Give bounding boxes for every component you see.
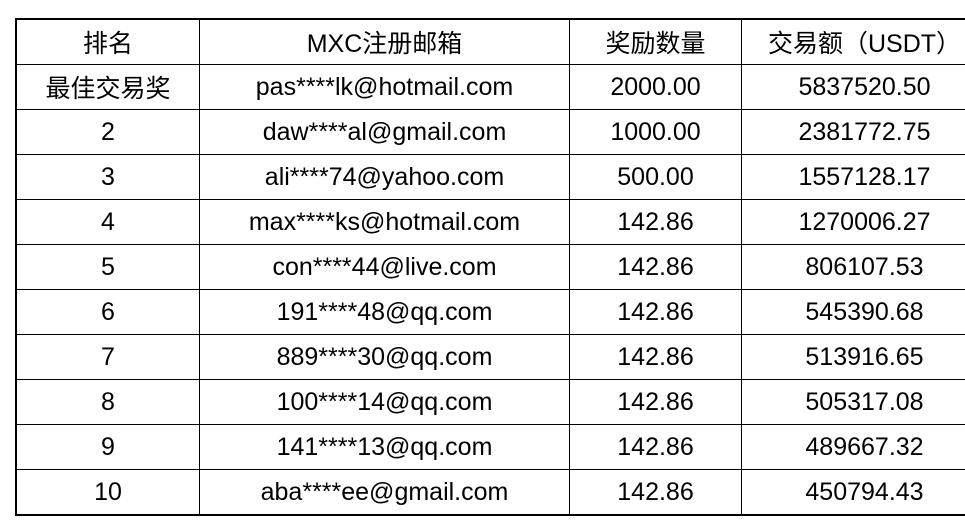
cell-reward: 142.86 xyxy=(569,334,742,380)
table-body: 最佳交易奖 pas****lk@hotmail.com 2000.00 5837520… xyxy=(15,64,965,516)
cell-rank: 6 xyxy=(15,289,200,335)
table-row: 最佳交易奖 pas****lk@hotmail.com 2000.00 5837520… xyxy=(15,64,965,110)
cell-email: max****ks@hotmail.com xyxy=(199,199,570,245)
column-header-reward: 奖励数量 xyxy=(569,18,742,65)
cell-volume: 489667.32 xyxy=(741,424,965,470)
table-row: 3 ali****74@yahoo.com 500.00 1557128.17 xyxy=(15,154,965,200)
cell-reward: 142.86 xyxy=(569,244,742,290)
cell-rank: 4 xyxy=(15,199,200,245)
cell-rank: 最佳交易奖 xyxy=(15,64,200,110)
cell-email: ali****74@yahoo.com xyxy=(199,154,570,200)
cell-reward: 142.86 xyxy=(569,379,742,425)
cell-rank: 10 xyxy=(15,469,200,516)
cell-rank: 3 xyxy=(15,154,200,200)
cell-rank: 5 xyxy=(15,244,200,290)
table-row: 4 max****ks@hotmail.com 142.86 1270006.27 xyxy=(15,199,965,245)
cell-volume: 545390.68 xyxy=(741,289,965,335)
table-row: 9 141****13@qq.com 142.86 489667.32 xyxy=(15,424,965,470)
cell-email: 191****48@qq.com xyxy=(199,289,570,335)
cell-email: 141****13@qq.com xyxy=(199,424,570,470)
column-header-rank: 排名 xyxy=(15,18,200,65)
cell-reward: 2000.00 xyxy=(569,64,742,110)
table-row: 8 100****14@qq.com 142.86 505317.08 xyxy=(15,379,965,425)
cell-rank: 9 xyxy=(15,424,200,470)
cell-volume: 2381772.75 xyxy=(741,109,965,155)
table-row: 2 daw****al@gmail.com 1000.00 2381772.75 xyxy=(15,109,965,155)
cell-reward: 142.86 xyxy=(569,469,742,516)
cell-reward: 142.86 xyxy=(569,199,742,245)
cell-email: pas****lk@hotmail.com xyxy=(199,64,570,110)
cell-rank: 7 xyxy=(15,334,200,380)
table-row: 6 191****48@qq.com 142.86 545390.68 xyxy=(15,289,965,335)
cell-email: 889****30@qq.com xyxy=(199,334,570,380)
cell-reward: 142.86 xyxy=(569,424,742,470)
cell-reward: 142.86 xyxy=(569,289,742,335)
winners-table-container: 排名 MXC注册邮箱 奖励数量 交易额（USDT） 最佳交易奖 pas****lk@ho… xyxy=(15,18,965,516)
cell-volume: 505317.08 xyxy=(741,379,965,425)
cell-volume: 806107.53 xyxy=(741,244,965,290)
cell-volume: 513916.65 xyxy=(741,334,965,380)
table-header: 排名 MXC注册邮箱 奖励数量 交易额（USDT） xyxy=(15,18,965,65)
table-row: 10 aba****ee@gmail.com 142.86 450794.43 xyxy=(15,469,965,516)
cell-email: 100****14@qq.com xyxy=(199,379,570,425)
table-row: 7 889****30@qq.com 142.86 513916.65 xyxy=(15,334,965,380)
winners-table: 排名 MXC注册邮箱 奖励数量 交易额（USDT） 最佳交易奖 pas****lk@ho… xyxy=(15,18,965,516)
cell-rank: 8 xyxy=(15,379,200,425)
column-header-volume: 交易额（USDT） xyxy=(741,18,965,65)
header-row: 排名 MXC注册邮箱 奖励数量 交易额（USDT） xyxy=(15,18,965,65)
cell-email: aba****ee@gmail.com xyxy=(199,469,570,516)
column-header-email: MXC注册邮箱 xyxy=(199,18,570,65)
cell-email: daw****al@gmail.com xyxy=(199,109,570,155)
cell-rank: 2 xyxy=(15,109,200,155)
table-row: 5 con****44@live.com 142.86 806107.53 xyxy=(15,244,965,290)
cell-volume: 1270006.27 xyxy=(741,199,965,245)
cell-volume: 1557128.17 xyxy=(741,154,965,200)
cell-volume: 5837520.50 xyxy=(741,64,965,110)
cell-reward: 500.00 xyxy=(569,154,742,200)
cell-reward: 1000.00 xyxy=(569,109,742,155)
cell-volume: 450794.43 xyxy=(741,469,965,516)
cell-email: con****44@live.com xyxy=(199,244,570,290)
